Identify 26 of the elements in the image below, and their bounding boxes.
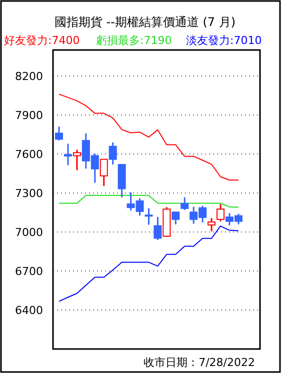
y-tick-label: 6400 — [15, 304, 43, 317]
line-series — [58, 94, 239, 181]
chart-title: 國指期貨 --期權結算價通道 (7 月) — [54, 15, 236, 29]
candlestick — [180, 196, 189, 211]
text: 收市日期：7/28/2022 — [144, 356, 255, 369]
candlestick — [100, 158, 108, 187]
text: 淡友發力:7010 — [186, 34, 262, 47]
candlestick — [144, 207, 153, 226]
candlestick — [208, 217, 216, 232]
line-series — [58, 194, 239, 208]
candlestick — [154, 216, 162, 241]
candlestick — [72, 148, 81, 171]
candlestick — [108, 142, 117, 166]
y-tick-label: 7300 — [15, 187, 43, 200]
y-tick-label: 8200 — [15, 70, 43, 83]
y-tick-label: 7900 — [15, 109, 43, 122]
text: 虧損最多:7190 — [96, 34, 172, 47]
y-tick-label: 6700 — [15, 265, 43, 278]
candlestick — [216, 203, 225, 222]
y-tick-label: 7000 — [15, 226, 43, 239]
candlestick — [64, 142, 72, 166]
line-series — [58, 226, 239, 302]
text: 好友發力:7400 — [4, 34, 80, 47]
candlestick — [172, 211, 180, 226]
candlestick — [55, 126, 64, 142]
y-tick-label: 7600 — [15, 148, 43, 161]
